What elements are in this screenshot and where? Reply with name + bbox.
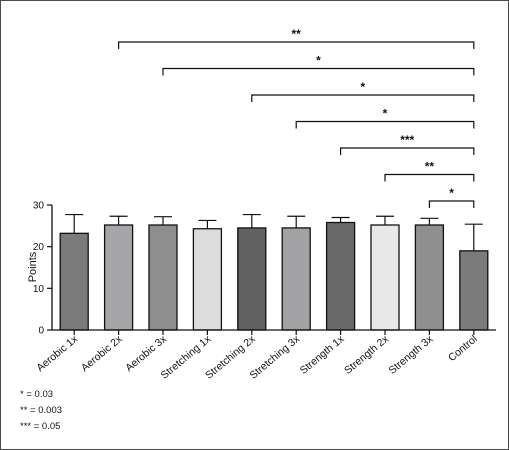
significance-bracket [295,120,475,129]
bar [459,250,489,331]
x-tick-label: Aerobic 1x [34,333,80,375]
bars [59,213,489,331]
significance-label: *** [400,133,414,147]
x-tick-label: Aerobic 2x [79,333,125,375]
legend-value: = 0.03 [23,389,54,400]
y-axis-title: Points [27,251,39,282]
x-tick-label: Strength 2x [342,333,391,377]
bar [325,221,356,331]
bar [370,224,400,331]
bar [237,227,267,331]
bar [148,224,178,331]
significance-bracket [162,67,475,76]
legend-value: = 0.003 [27,405,63,416]
significance-bracket [428,200,475,208]
significance-legend: * = 0.03 ** = 0.003 *** = 0.05 [20,387,62,435]
bar [192,228,223,331]
bar [414,224,445,331]
x-tick-label: Control [446,333,480,364]
significance-bracket [340,147,475,155]
bar [281,227,311,331]
significance-label: * [449,186,454,200]
bar [59,232,89,331]
significance-label: ** [292,27,302,41]
significance-label: * [383,107,388,121]
significance-label: ** [425,160,435,174]
bar [103,224,134,331]
legend-row: *** = 0.05 [20,419,62,435]
y-tick-label: 30 [33,201,45,212]
significance-bracket [384,173,475,182]
y-tick-label: 0 [38,326,44,337]
legend-symbol: * [20,389,24,400]
legend-symbol: ** [20,405,28,416]
significance-label: * [360,80,365,94]
y-tick-label: 20 [33,242,45,253]
significance-label: * [316,54,321,68]
legend-row: ** = 0.003 [20,403,62,419]
significance-bracket [251,94,475,102]
y-tick-label: 10 [33,284,45,295]
significance-brackets: *********** [118,27,475,208]
legend-value: = 0.05 [31,421,61,432]
legend-symbol: *** [20,421,32,432]
x-tick-label: Strength 1x [298,333,347,377]
x-tick-label: Strength 3x [386,333,435,377]
significance-bracket [118,41,475,49]
legend-row: * = 0.03 [20,387,62,403]
